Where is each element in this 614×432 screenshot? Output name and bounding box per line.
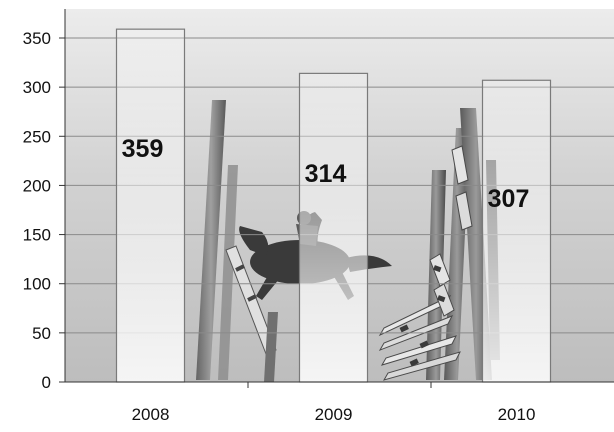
x-tick-label: 2010 bbox=[498, 405, 536, 424]
y-tick-label: 0 bbox=[42, 373, 51, 392]
bar-2008 bbox=[115, 28, 186, 383]
axes: 0 50 100 150 200 250 300 350 2008 2009 2010 bbox=[23, 9, 614, 424]
bars bbox=[115, 28, 552, 383]
x-tick-label: 2009 bbox=[315, 405, 353, 424]
data-label-2009: 314 bbox=[305, 160, 347, 188]
x-tick-label: 2008 bbox=[132, 405, 170, 424]
y-tick-label: 300 bbox=[23, 78, 51, 97]
bar-2009 bbox=[298, 72, 369, 383]
y-tick-label: 350 bbox=[23, 29, 51, 48]
y-tick-label: 50 bbox=[32, 324, 51, 343]
bar-2010 bbox=[481, 79, 552, 383]
y-tick-label: 150 bbox=[23, 226, 51, 245]
y-tick-label: 200 bbox=[23, 176, 51, 195]
y-tick-label: 100 bbox=[23, 275, 51, 294]
y-tick-label: 250 bbox=[23, 127, 51, 146]
data-label-2008: 359 bbox=[122, 135, 164, 163]
data-label-2010: 307 bbox=[488, 185, 530, 213]
data-labels: 359 314 307 bbox=[122, 135, 530, 213]
